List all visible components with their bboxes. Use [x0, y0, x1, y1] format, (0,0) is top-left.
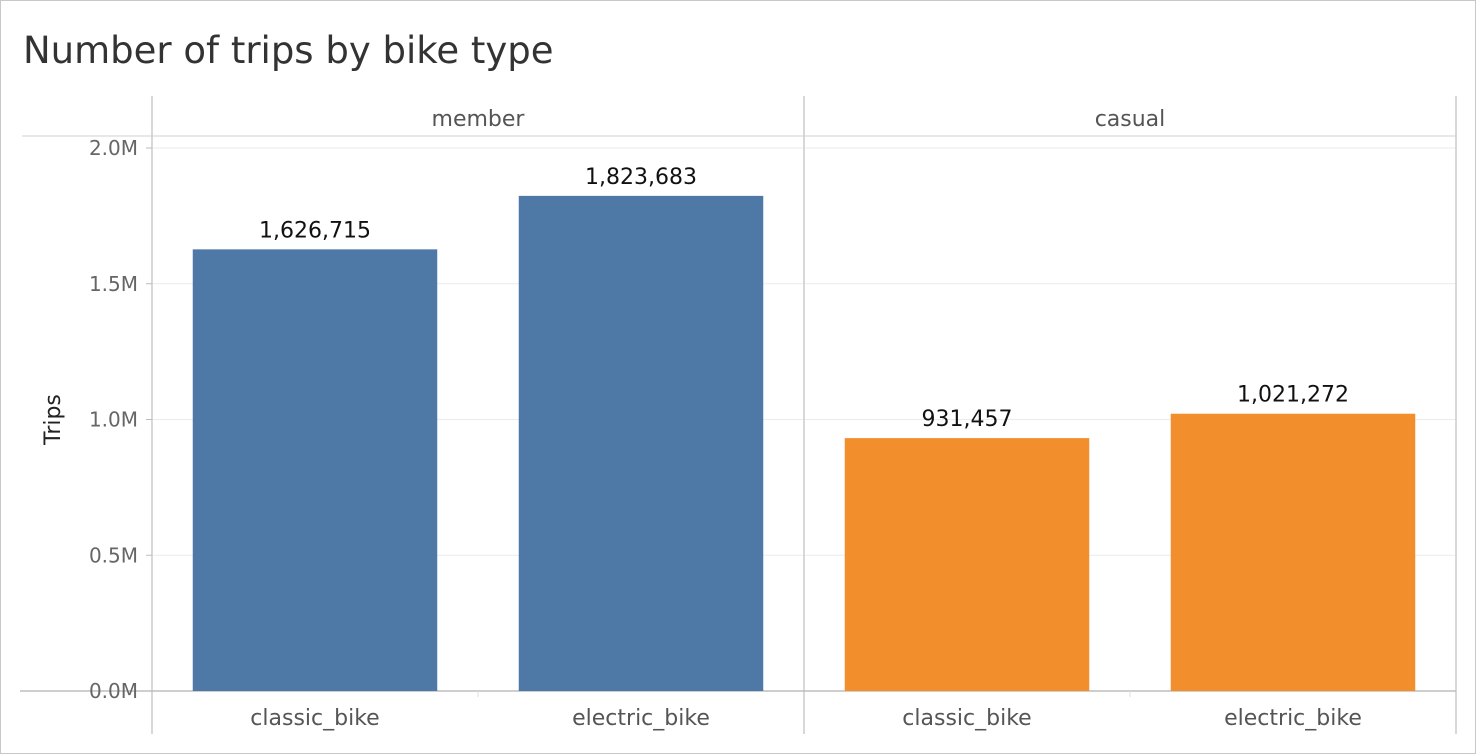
panel-header-casual: casual — [1095, 107, 1166, 132]
y-tick-label: 1.5M — [89, 272, 138, 296]
y-tick-label: 2.0M — [89, 136, 138, 160]
bar-member-classic_bike — [192, 249, 438, 692]
data-label: 931,457 — [922, 407, 1013, 432]
bar-member-electric_bike — [518, 195, 764, 692]
data-label: 1,823,683 — [585, 165, 697, 190]
panel-header-member: member — [432, 107, 526, 132]
x-tick-label: electric_bike — [1224, 706, 1362, 731]
y-tick-label: 1.0M — [89, 408, 138, 432]
bar-casual-electric_bike — [1170, 413, 1416, 691]
data-label: 1,626,715 — [259, 218, 371, 243]
bar-casual-classic_bike — [844, 438, 1090, 691]
y-tick-label: 0.0M — [89, 679, 138, 703]
data-label: 1,021,272 — [1237, 383, 1349, 408]
chart-title: Number of trips by bike type — [23, 29, 554, 72]
x-tick-label: electric_bike — [572, 706, 710, 731]
x-tick-label: classic_bike — [250, 706, 379, 731]
x-tick-label: classic_bike — [902, 706, 1031, 731]
y-axis-title: Trips — [41, 394, 66, 446]
y-tick-label: 0.5M — [89, 543, 138, 567]
